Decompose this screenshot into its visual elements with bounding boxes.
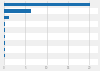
Bar xyxy=(4,14,98,21)
Bar xyxy=(4,27,98,33)
Bar xyxy=(4,41,5,45)
Bar xyxy=(4,40,98,46)
Bar xyxy=(4,16,9,19)
Bar xyxy=(4,53,98,59)
Bar xyxy=(4,59,98,65)
Bar xyxy=(4,3,90,6)
Bar xyxy=(4,33,98,40)
Bar xyxy=(4,35,5,38)
Bar xyxy=(4,22,5,26)
Bar xyxy=(4,21,98,27)
Bar xyxy=(4,9,31,13)
Bar xyxy=(4,28,5,32)
Bar xyxy=(4,8,98,14)
Bar xyxy=(4,48,5,51)
Bar xyxy=(4,46,98,53)
Bar xyxy=(4,1,98,8)
